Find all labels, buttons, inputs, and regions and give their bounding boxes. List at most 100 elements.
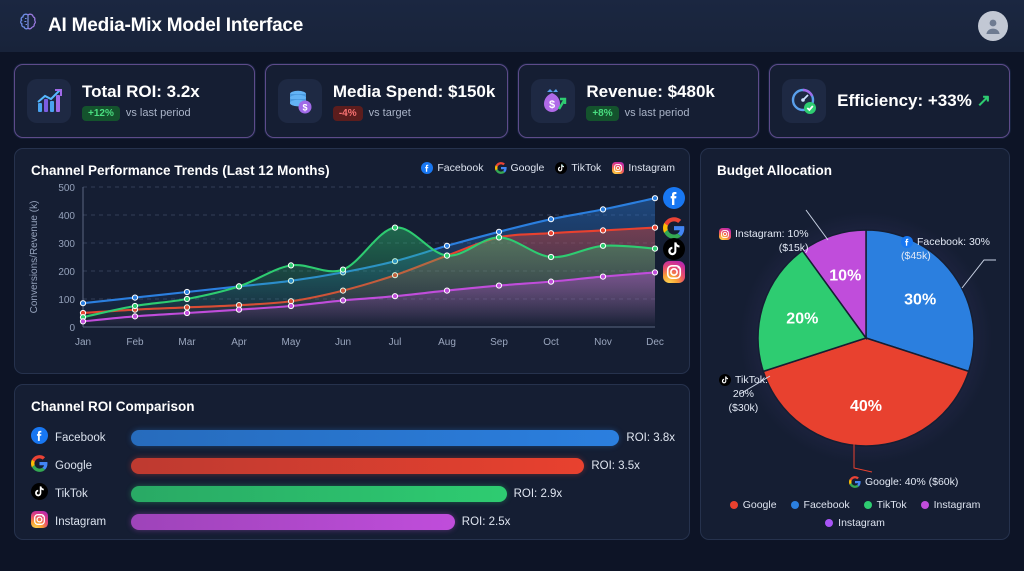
legend-label: Google	[742, 499, 777, 511]
roi-row[interactable]: Google ROI: 3.5x	[31, 452, 675, 479]
brand: AI Media-Mix Model Interface	[16, 11, 303, 42]
svg-text:Oct: Oct	[543, 337, 559, 348]
pie-legend-item[interactable]: Instagram	[920, 499, 981, 511]
roi-bar	[131, 485, 507, 502]
roi-channel-label: Facebook	[55, 431, 106, 444]
legend-item-facebook[interactable]: Facebook	[421, 162, 484, 174]
google-icon	[31, 454, 48, 472]
svg-text:500: 500	[58, 183, 75, 194]
roi-bar-track: ROI: 3.8x	[131, 429, 675, 446]
trend-up-arrow-icon: ↗	[976, 91, 991, 110]
kpi-note: vs target	[368, 107, 411, 119]
roi-row[interactable]: Facebook ROI: 3.8x	[31, 424, 675, 451]
line-chart-plot: 0 100 200 300 400 500 Conversions/Revenue (k) J…	[15, 179, 689, 375]
kpi-value: Efficiency: +33% ↗	[837, 91, 991, 111]
roi-value-label: ROI: 3.5x	[591, 459, 640, 472]
roi-row[interactable]: TikTok ROI: 2.9x	[31, 480, 675, 507]
line-end-icon-google	[663, 216, 685, 239]
roi-channel-label: Google	[55, 459, 93, 472]
instagram-icon	[663, 261, 685, 284]
legend-item-google[interactable]: Google	[494, 162, 545, 174]
user-avatar-icon[interactable]	[978, 11, 1008, 41]
speedometer-check-icon	[782, 79, 827, 123]
kpi-value: Revenue: $480k	[586, 81, 715, 101]
instagram-icon	[612, 162, 625, 174]
svg-text:Jul: Jul	[389, 337, 402, 348]
svg-text:400: 400	[58, 211, 75, 222]
roi-panel-title: Channel ROI Comparison	[31, 399, 195, 414]
pie-callout: Google: 40% ($60k)	[849, 475, 958, 489]
facebook-icon	[31, 426, 48, 444]
svg-text:May: May	[282, 337, 301, 348]
roi-row[interactable]: Instagram ROI: 2.5x	[31, 508, 675, 535]
legend-label: Instagram	[933, 499, 981, 511]
pie-legend-item[interactable]: Google	[729, 499, 777, 511]
svg-text:Dec: Dec	[646, 337, 664, 348]
roi-channel: Facebook	[31, 426, 131, 449]
svg-text:Sep: Sep	[490, 337, 508, 348]
legend-color-dot	[825, 519, 834, 527]
roi-bar-track: ROI: 2.5x	[131, 513, 675, 530]
tiktok-icon	[31, 482, 48, 500]
svg-text:20%: 20%	[786, 310, 818, 327]
roi-comparison-panel: Channel ROI Comparison Facebook ROI: 3.8…	[14, 384, 690, 540]
roi-bar-track: ROI: 2.9x	[131, 485, 675, 502]
legend-color-dot	[790, 501, 799, 509]
svg-text:Mar: Mar	[178, 337, 196, 348]
roi-channel-label: TikTok	[55, 487, 88, 500]
kpi-card-efficiency[interactable]: Efficiency: +33% ↗	[769, 64, 1010, 138]
legend-label: TikTok	[876, 499, 907, 511]
kpi-card-media-spend[interactable]: $ Media Spend: $150k -4% vs target	[264, 64, 509, 138]
legend-label: Google	[510, 162, 545, 174]
roi-bar	[131, 513, 455, 530]
pie-chart-plot: 30% 40% 20% 10% Instagram: 10% ($15k) Faceboo…	[701, 173, 1009, 503]
line-end-icon-tiktok	[663, 237, 685, 260]
legend-label: TikTok	[571, 162, 602, 174]
legend-item-tiktok[interactable]: TikTok	[555, 162, 601, 174]
google-icon	[494, 162, 507, 174]
page-title: AI Media-Mix Model Interface	[48, 15, 304, 36]
google-icon	[849, 476, 861, 488]
kpi-card-revenue[interactable]: $ Revenue: $480k +8% vs last period	[518, 64, 760, 138]
svg-text:Conversions/Revenue (k): Conversions/Revenue (k)	[29, 201, 40, 314]
roi-value-label: ROI: 2.5x	[461, 515, 511, 528]
money-bag-icon: $	[531, 79, 576, 123]
app-header: AI Media-Mix Model Interface	[0, 0, 1024, 52]
tiktok-icon	[31, 482, 48, 505]
facebook-icon	[663, 187, 685, 210]
roi-rows: Facebook ROI: 3.8x Google ROI: 3.5x TikT…	[15, 414, 689, 535]
pie-callout: TikTok: 20% ($30k)	[719, 373, 768, 415]
content-grid: Channel Performance Trends (Last 12 Mont…	[0, 138, 1024, 540]
chart-growth-icon	[27, 79, 71, 123]
svg-text:100: 100	[58, 295, 75, 306]
svg-text:Aug: Aug	[438, 337, 456, 348]
kpi-value: Total ROI: 3.2x	[82, 81, 200, 101]
legend-color-dot	[729, 501, 738, 509]
pie-callout: Facebook: 30% ($45k)	[901, 236, 990, 262]
google-icon	[31, 454, 48, 477]
legend-item-instagram[interactable]: Instagram	[612, 162, 675, 174]
pie-legend-item[interactable]: Instagram	[825, 517, 885, 529]
svg-text:Feb: Feb	[126, 337, 144, 348]
status-badge: -4%	[332, 105, 363, 121]
legend-label: Instagram	[838, 517, 885, 529]
legend-color-dot	[920, 501, 929, 509]
facebook-icon	[421, 162, 434, 174]
svg-text:Jun: Jun	[335, 337, 351, 348]
tiktok-icon	[719, 374, 731, 386]
kpi-card-total-roi[interactable]: Total ROI: 3.2x +12% vs last period	[14, 64, 255, 138]
svg-text:30%: 30%	[904, 292, 936, 309]
kpi-value: Media Spend: $150k	[332, 81, 496, 101]
pie-legend-item[interactable]: Facebook	[790, 499, 850, 511]
google-icon	[663, 216, 685, 239]
legend-color-dot	[863, 501, 872, 509]
brain-icon	[16, 11, 42, 42]
svg-text:0: 0	[69, 323, 75, 334]
legend-label: Facebook	[803, 499, 850, 511]
svg-text:$: $	[302, 103, 307, 113]
roi-channel: TikTok	[31, 482, 131, 505]
svg-text:Apr: Apr	[231, 337, 247, 348]
svg-text:Jan: Jan	[75, 337, 91, 348]
legend-label: Facebook	[437, 162, 484, 174]
pie-legend-item[interactable]: TikTok	[863, 499, 907, 511]
